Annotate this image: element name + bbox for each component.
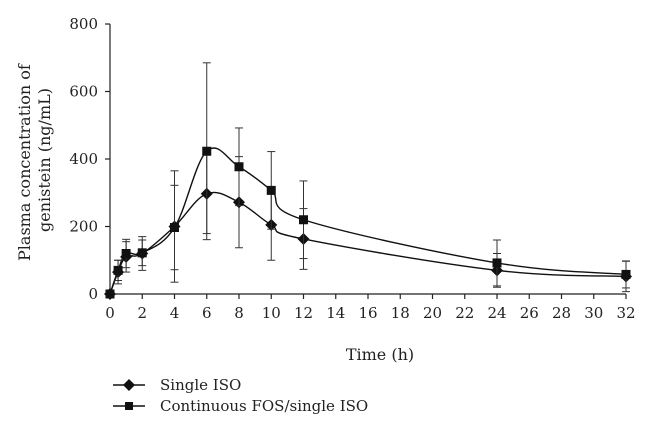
legend: Single ISO Continuous FOS/single ISO — [113, 376, 368, 415]
x-tick-label: 18 — [391, 304, 410, 322]
x-tick-label: 12 — [294, 304, 313, 322]
x-tick-label: 8 — [234, 304, 244, 322]
data-point-square — [234, 162, 244, 172]
x-tick-label: 10 — [262, 304, 281, 322]
data-point-square — [113, 265, 123, 275]
data-point-square — [121, 249, 131, 258]
legend-marker-diamond — [123, 379, 135, 391]
y-tick-label: 800 — [69, 15, 98, 33]
data-point-square — [266, 185, 276, 195]
x-tick-label: 0 — [105, 304, 115, 322]
data-point-square — [170, 223, 179, 233]
data-point-square — [137, 248, 147, 258]
x-tick-label: 28 — [552, 304, 571, 322]
x-tick-label: 14 — [326, 304, 345, 322]
legend-label-single-iso: Single ISO — [160, 376, 241, 394]
data-point-square — [202, 146, 212, 156]
x-tick-label: 6 — [202, 304, 212, 322]
x-tick-label: 32 — [616, 304, 635, 322]
x-tick-label: 30 — [584, 304, 603, 322]
series-square — [105, 62, 631, 299]
legend-marker-square — [125, 402, 133, 410]
data-point-square — [299, 215, 308, 225]
x-tick-label: 24 — [487, 304, 506, 322]
x-tick-label: 2 — [137, 304, 147, 322]
data-point-square — [621, 269, 631, 279]
legend-item-single-iso: Single ISO — [113, 376, 241, 394]
series-diamond — [104, 153, 632, 300]
x-tick-label: 16 — [358, 304, 377, 322]
data-point-square — [492, 258, 502, 268]
y-tick-label: 400 — [69, 150, 98, 168]
series-layer — [104, 62, 632, 300]
y-axis-title-line-2: genistein (ng/mL) — [35, 88, 54, 232]
legend-item-continuous-fos: Continuous FOS/single ISO — [113, 397, 368, 415]
x-axis-title: Time (h) — [346, 345, 414, 364]
y-axis-title-line-1: Plasma concentration of — [15, 63, 34, 261]
y-tick-label: 0 — [88, 285, 98, 303]
x-tick-label: 20 — [423, 304, 442, 322]
legend-label-continuous-fos: Continuous FOS/single ISO — [160, 397, 368, 415]
x-tick-label: 4 — [170, 304, 180, 322]
y-ticks: 0 200 400 600 800 — [69, 15, 110, 303]
y-tick-label: 200 — [69, 218, 98, 236]
y-axis-title: Plasma concentration of genistein (ng/mL… — [15, 59, 54, 261]
x-ticks: 0 2 4 6 8 10 12 14 16 18 20 22 24 26 28 30 32 — [105, 294, 636, 322]
data-point-square — [105, 289, 115, 299]
x-tick-label: 26 — [520, 304, 539, 322]
series-line — [109, 147, 627, 295]
series-line — [109, 191, 627, 295]
x-tick-label: 22 — [455, 304, 474, 322]
y-tick-label: 600 — [69, 83, 98, 101]
